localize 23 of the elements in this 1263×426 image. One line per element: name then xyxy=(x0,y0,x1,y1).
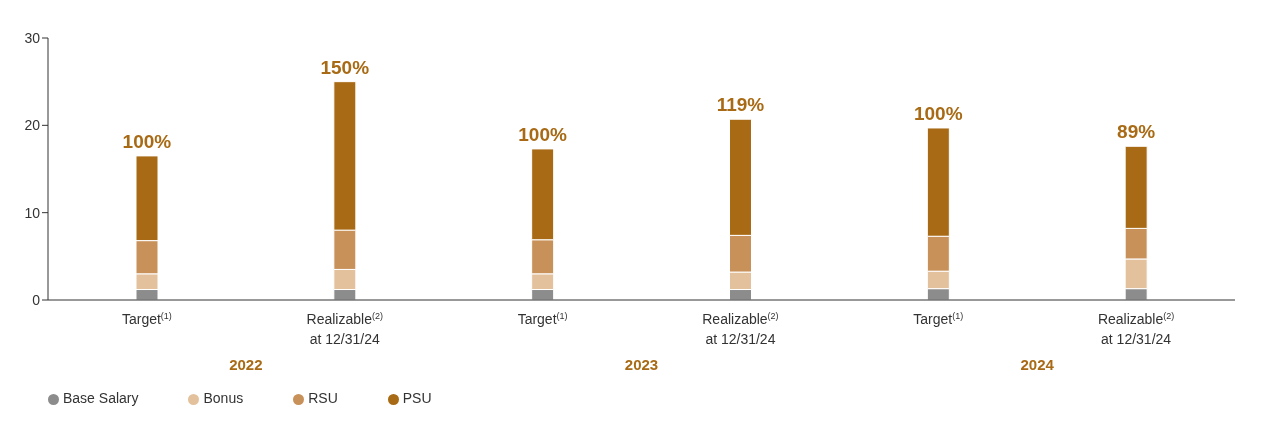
text: 2022 xyxy=(228,356,264,373)
x-tick-label: Target$^{(1)}$ xyxy=(121,311,172,327)
legend-label: Base Salary xyxy=(63,390,139,406)
x-tick-label: Realizable$^{(2)}$ at 12/31/24 xyxy=(1097,311,1175,347)
legend-label: Bonus xyxy=(203,390,244,406)
x-tick-label: Target$^{(1)}$ xyxy=(913,311,964,327)
x-tick-label: Target$^{(1)}$ xyxy=(517,311,568,327)
x-tick-label: Realizable$^{(2)}$ at 12/31/24 xyxy=(702,311,779,347)
annotation: 119% xyxy=(716,94,765,116)
annotation: 100% xyxy=(122,130,172,152)
annotation: 150% xyxy=(320,56,370,78)
y-tick-label: 0 xyxy=(32,291,41,308)
text: 2023 xyxy=(623,356,660,373)
text: 2024 xyxy=(1019,356,1055,373)
legend-label: PSU xyxy=(402,390,432,406)
annotation: 89% xyxy=(1117,121,1156,143)
legend-label: RSU xyxy=(308,390,338,406)
x-tick-label: Realizable$^{(2)}$ at 12/31/24 xyxy=(306,311,383,347)
y-tick-label: 10 xyxy=(24,204,41,221)
y-tick-label: 20 xyxy=(24,117,41,134)
annotation: 100% xyxy=(518,123,567,145)
y-tick-label: 30 xyxy=(24,29,41,46)
annotation: 100% xyxy=(913,102,963,124)
